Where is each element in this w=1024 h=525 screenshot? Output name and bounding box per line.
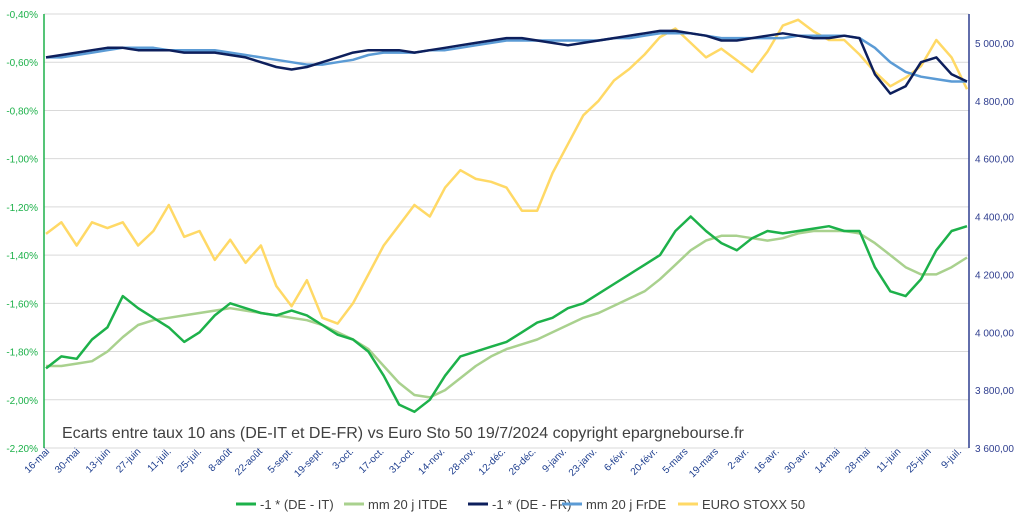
y-right-tick-labels: 5 000,00 4 800,00 4 600,00 4 400,00 4 200,00…: [975, 39, 1014, 455]
legend-label-euro-stoxx-50: EURO STOXX 50: [702, 497, 805, 512]
y-left-tick-label: -1,40%: [6, 251, 38, 262]
legend-label-mm-20-j-itde: mm 20 j ITDE: [368, 497, 448, 512]
legend-label-1-de-fr: -1 * (DE - FR): [492, 497, 571, 512]
y-left-tick-label: -2,00%: [6, 396, 38, 407]
y-right-tick-label: 4 200,00: [975, 270, 1014, 281]
legend-label-1-de-it: -1 * (DE - IT): [260, 497, 334, 512]
y-left-tick-labels: -0,40% -0,60% -0,80% -1,00% -1,20% -1,40% -1,6…: [6, 10, 38, 455]
y-right-tick-label: 4 000,00: [975, 328, 1014, 339]
series-line-1-de-it: [45, 215, 968, 414]
y-right-tick-label: 3 800,00: [975, 386, 1014, 397]
y-left-tick-label: -1,80%: [6, 348, 38, 359]
y-left-tick-label: -2,20%: [6, 444, 38, 455]
y-left-tick-label: -0,80%: [6, 106, 38, 117]
y-left-tick-label: -1,20%: [6, 203, 38, 214]
grid: [44, 13, 969, 449]
series-line-mm-20-j-itde: [46, 229, 968, 399]
chart-title: Ecarts entre taux 10 ans (DE-IT et DE-FR…: [62, 425, 744, 442]
y-left-tick-label: -1,60%: [6, 299, 38, 310]
series-line-mm-20-j-frde: [46, 32, 967, 83]
y-left-tick-label: -0,40%: [6, 10, 38, 21]
y-right-tick-label: 5 000,00: [975, 39, 1014, 50]
y-right-tick-label: 4 800,00: [975, 97, 1014, 108]
legend: -1 * (DE - IT) mm 20 j ITDE -1 * (DE - FR)…: [236, 497, 805, 512]
y-right-tick-label: 4 600,00: [975, 155, 1014, 166]
y-right-tick-label: 3 600,00: [975, 444, 1014, 455]
legend-label-mm-20-j-frde: mm 20 j FrDE: [586, 497, 667, 512]
chart-title-box: Ecarts entre taux 10 ans (DE-IT et DE-FR…: [58, 418, 744, 446]
y-left-tick-label: -1,00%: [6, 155, 38, 166]
chart-title-background: [58, 418, 720, 446]
series-lines: [45, 18, 969, 414]
series-line-1-de-fr: [45, 29, 968, 95]
y-left-tick-label: -0,60%: [6, 58, 38, 69]
y-right-tick-label: 4 400,00: [975, 213, 1014, 224]
series-line-euro-stoxx-50: [45, 18, 969, 325]
